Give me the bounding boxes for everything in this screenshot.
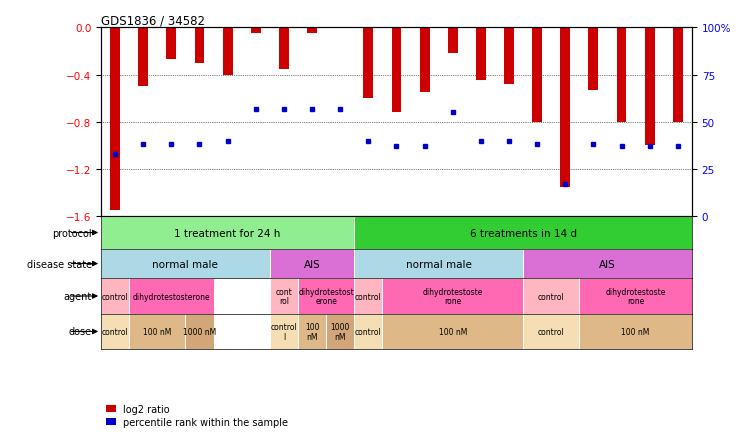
Text: dihydrotestost
erone: dihydrotestost erone: [298, 287, 354, 306]
Bar: [186, 314, 213, 349]
Text: cont
rol: cont rol: [275, 287, 292, 306]
Text: agent: agent: [64, 291, 92, 301]
Text: normal male: normal male: [153, 259, 218, 269]
Bar: [580, 279, 692, 314]
Text: GDS1836 / 34582: GDS1836 / 34582: [101, 14, 205, 27]
Bar: [673, 28, 683, 122]
Bar: [326, 314, 355, 349]
Bar: [298, 314, 326, 349]
Bar: [223, 28, 233, 76]
Text: disease state: disease state: [27, 259, 92, 269]
Bar: [194, 28, 204, 63]
Text: 100 nM: 100 nM: [438, 327, 467, 336]
Bar: [523, 279, 580, 314]
Text: 1000 nM: 1000 nM: [183, 327, 216, 336]
Bar: [307, 28, 317, 34]
Text: 100
nM: 100 nM: [304, 322, 319, 341]
Bar: [270, 249, 355, 279]
Bar: [523, 249, 692, 279]
Text: 100 nM: 100 nM: [143, 327, 171, 336]
Bar: [533, 28, 542, 122]
Bar: [101, 314, 129, 349]
Bar: [110, 28, 120, 211]
Text: control: control: [538, 327, 565, 336]
Text: dihydrotestoste
rone: dihydrotestoste rone: [605, 287, 666, 306]
Bar: [270, 279, 298, 314]
Bar: [355, 279, 382, 314]
Bar: [420, 28, 429, 93]
Text: protocol: protocol: [52, 228, 92, 238]
Text: 1 treatment for 24 h: 1 treatment for 24 h: [174, 228, 280, 238]
Bar: [355, 217, 692, 249]
Bar: [580, 314, 692, 349]
Bar: [335, 27, 345, 28]
Text: control: control: [355, 292, 381, 301]
Bar: [355, 314, 382, 349]
Bar: [270, 314, 298, 349]
Text: dihydrotestoste
rone: dihydrotestoste rone: [423, 287, 483, 306]
Text: control: control: [355, 327, 381, 336]
Text: control
l: control l: [271, 322, 297, 341]
Text: 1000
nM: 1000 nM: [331, 322, 350, 341]
Text: AIS: AIS: [304, 259, 320, 269]
Bar: [382, 314, 523, 349]
Text: dose: dose: [69, 327, 92, 337]
Bar: [129, 314, 186, 349]
Text: AIS: AIS: [599, 259, 616, 269]
Bar: [166, 28, 177, 60]
Bar: [382, 279, 523, 314]
Bar: [279, 28, 289, 69]
Bar: [101, 217, 355, 249]
Bar: [616, 28, 627, 122]
Bar: [391, 28, 402, 113]
Bar: [523, 314, 580, 349]
Bar: [560, 28, 570, 187]
Bar: [355, 249, 523, 279]
Bar: [138, 28, 148, 87]
Bar: [476, 28, 485, 81]
Bar: [251, 28, 260, 34]
Text: normal male: normal male: [405, 259, 471, 269]
Bar: [101, 279, 129, 314]
Text: dihydrotestosterone: dihydrotestosterone: [132, 292, 210, 301]
Bar: [101, 249, 270, 279]
Legend: log2 ratio, percentile rank within the sample: log2 ratio, percentile rank within the s…: [105, 404, 288, 427]
Bar: [448, 28, 458, 54]
Bar: [364, 28, 373, 99]
Text: 6 treatments in 14 d: 6 treatments in 14 d: [470, 228, 577, 238]
Bar: [504, 28, 514, 85]
Bar: [129, 279, 213, 314]
Bar: [589, 28, 598, 91]
Text: control: control: [102, 292, 129, 301]
Bar: [298, 279, 355, 314]
Text: control: control: [102, 327, 129, 336]
Bar: [645, 28, 654, 146]
Text: 100 nM: 100 nM: [622, 327, 650, 336]
Text: control: control: [538, 292, 565, 301]
